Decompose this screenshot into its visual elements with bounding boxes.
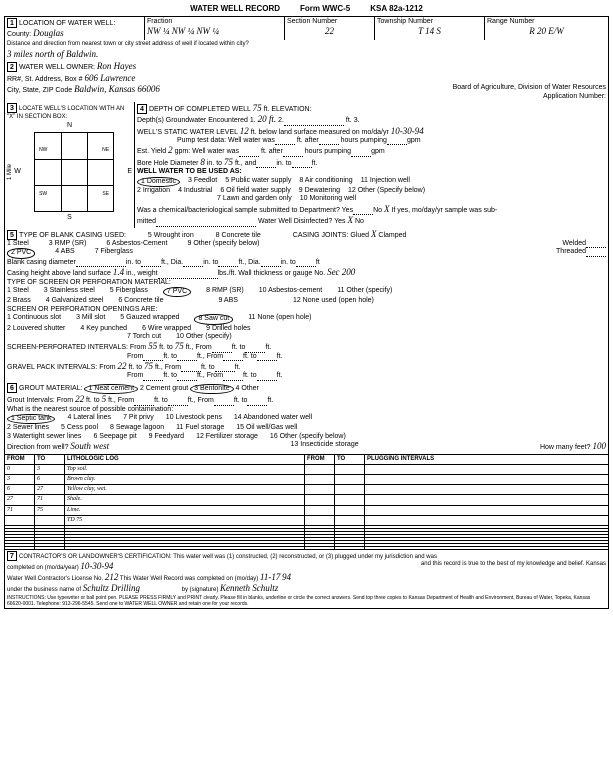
- county-value: Douglas: [33, 28, 64, 38]
- loc-label: LOCATION OF WATER WELL:: [19, 20, 115, 27]
- township-value: T 14 S: [377, 26, 482, 37]
- section-value: 22: [287, 26, 372, 37]
- fraction-value: NW ¼ NW ¼ NW ¼: [147, 26, 282, 37]
- section-grid: NW NE SW SE: [34, 132, 114, 212]
- range-value: R 20 E/W: [487, 26, 606, 37]
- section-1: 1LOCATION OF WATER WELL: County: Douglas…: [4, 16, 609, 41]
- city-value: Baldwin, Kansas 66006: [74, 84, 160, 94]
- distance-value: 3 miles north of Baldwin.: [7, 49, 606, 60]
- form-title: WATER WELL RECORDForm WWC-5KSA 82a-1212: [4, 4, 609, 14]
- addr-value: 606 Lawrence: [84, 73, 135, 83]
- lithologic-log-table: FROMTOLITHOLOGIC LOGFROMTOPLUGGING INTER…: [4, 454, 609, 550]
- owner-value: Ron Hayes: [97, 61, 136, 71]
